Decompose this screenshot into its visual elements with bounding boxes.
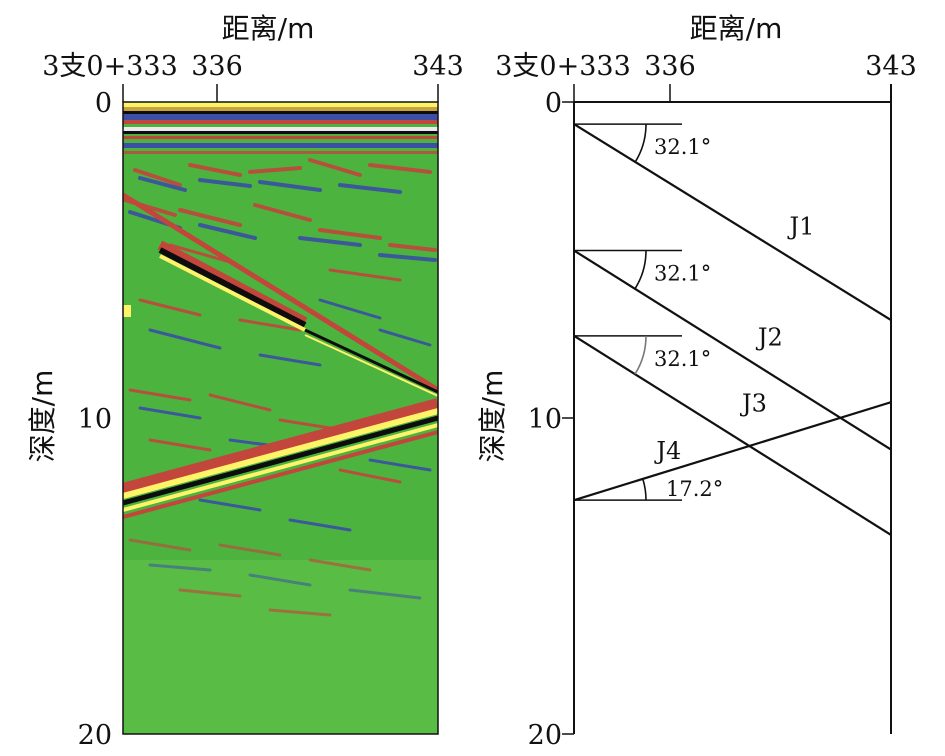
radar-x-tick-start: 3支0+333 (42, 51, 178, 82)
radar-frame (122, 101, 439, 735)
interp-x-tick-336: 336 (644, 51, 696, 82)
joint-angle-arc-j4 (642, 478, 647, 501)
radar-x-tick-336: 336 (191, 51, 243, 82)
joint-angle-arc-j2 (634, 250, 647, 290)
joint-line-j1 (573, 123, 892, 321)
joint-name-label-j2: J2 (755, 323, 783, 351)
joints-layer: 32.1° J1 32.1° J2 32.1° J3 17.2° J4 (573, 123, 892, 536)
joint-angle-label-j3: 32.1° (654, 347, 711, 371)
joint-angle-arc-j1 (634, 124, 647, 163)
radar-y-tick-20: 20 (78, 720, 112, 751)
interp-y-tick-20: 20 (528, 720, 562, 751)
radar-x-tick-343: 343 (412, 51, 464, 82)
joint-name-label-j3: J3 (739, 390, 767, 418)
joint-name-label-j1: J1 (787, 213, 815, 241)
radar-y-tick-0: 0 (95, 88, 112, 119)
joint-angle-label-j2: 32.1° (654, 262, 711, 286)
joint-angle-arc-j3 (634, 335, 647, 375)
interpretation-panel: 距离/m 3支0+333 336 343 深度/m 0 10 20 32.1° J… (476, 12, 917, 751)
joint-line-j4 (573, 401, 892, 502)
interp-y-tick-10: 10 (528, 404, 562, 435)
interp-y-tick-0: 0 (545, 88, 562, 119)
interp-x-tick-start: 3支0+333 (495, 51, 631, 82)
joint-angle-label-j1: 32.1° (654, 135, 711, 159)
interp-y-axis-title: 深度/m (476, 370, 509, 463)
radargram-image (123, 102, 438, 734)
radar-x-axis-title: 距离/m (222, 12, 315, 45)
interp-x-axis-title: 距离/m (690, 12, 783, 45)
radar-y-tick-10: 10 (78, 404, 112, 435)
joint-angle-label-j4: 17.2° (666, 477, 723, 501)
radar-panel: 距离/m 3支0+333 336 343 深度/m 0 10 20 (26, 12, 464, 751)
interp-x-tick-343: 343 (865, 51, 917, 82)
radar-y-axis-title: 深度/m (26, 370, 59, 463)
joint-line-j3 (573, 334, 892, 536)
joint-name-label-j4: J4 (653, 437, 681, 465)
joint-line-j2 (573, 249, 892, 451)
